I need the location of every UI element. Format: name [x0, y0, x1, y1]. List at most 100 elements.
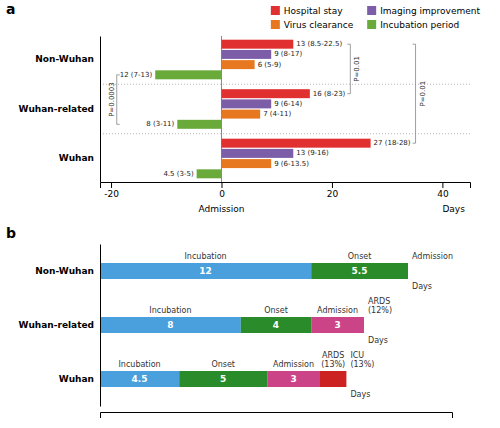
text-line: Onset [264, 306, 288, 315]
category-label: Non-Wuhan [35, 266, 94, 276]
tick-mark [111, 182, 112, 188]
data-label: 9 (6-14) [274, 100, 302, 108]
axis-line [100, 37, 101, 183]
legend-label: Virus clearance [284, 20, 354, 30]
legend-swatch [367, 6, 376, 15]
category-label: Wuhan-related [18, 320, 94, 330]
tick: Non-Wuhan [35, 54, 94, 64]
text-line: Incubation [118, 360, 160, 369]
bar [221, 40, 293, 49]
bar-segment [311, 263, 408, 279]
data-label: 4.5 [132, 374, 148, 384]
data-label: 8 [167, 320, 173, 330]
bar [221, 89, 309, 98]
text-line: (13%) [321, 360, 345, 369]
tick: 0 [219, 182, 225, 199]
bar [221, 149, 293, 158]
data-label: 5.5 [352, 266, 368, 276]
annotation: P=0.0003 [108, 82, 116, 117]
annotation: Admission [198, 204, 244, 214]
legend-item: Imaging improvement [367, 6, 480, 16]
axis-title: Days [442, 204, 465, 214]
segment-label: ARDS(13%) [321, 351, 345, 369]
bracket-line [413, 44, 416, 143]
panel-title: b [6, 225, 16, 241]
bars [155, 40, 370, 179]
text-line: Admission [317, 306, 358, 315]
legend-item: Hospital stay [271, 6, 343, 16]
data-labels: 13 (8.5-22.5) 16 (8-23) 27 (18-28) 9 (8-17)… [120, 40, 411, 178]
axis-title: Days [412, 282, 432, 291]
text-line: ARDS [322, 351, 344, 360]
bar [155, 70, 221, 79]
data-label: 12 [199, 266, 212, 276]
panel: b 12 Incubation 8 Incubation 4.5 Incubation 5.5… [6, 225, 453, 418]
chart: a Hospital stay Imaging improvement Virus c… [0, 0, 500, 428]
x-axis: -20 0 20 40 [101, 182, 471, 199]
separator [100, 133, 470, 134]
tick: Wuhan-related [18, 104, 94, 114]
category-label: Non-Wuhan [35, 54, 94, 64]
text-line: Admission [273, 360, 314, 369]
text-line: Incubation [149, 306, 191, 315]
legend-item: Virus clearance [271, 20, 354, 30]
data-label: 6 (5-9) [258, 61, 282, 69]
data-label: 4 [273, 320, 279, 330]
segment-label: Admission [317, 306, 358, 315]
data-label: 27 (18-28) [374, 139, 411, 147]
category-label: Wuhan [59, 153, 94, 163]
y-axis: Non-Wuhan Wuhan-related Wuhan [18, 37, 100, 183]
bar [221, 99, 271, 108]
bar [177, 120, 221, 129]
annotation: P=0.01 [419, 81, 427, 107]
significance-bracket: P=0.01 [347, 44, 361, 93]
bar [197, 169, 222, 178]
axis-line [101, 413, 453, 419]
annotation: ICU(13%) [350, 351, 374, 369]
bar-segment [100, 371, 179, 387]
segment-label: Incubation [118, 360, 160, 369]
data-label: 8 (3-11) [146, 120, 174, 128]
tick-mark [332, 182, 333, 188]
legend-item: Incubation period [367, 20, 459, 30]
legend-label: Hospital stay [284, 6, 343, 16]
bar-segment [179, 371, 267, 387]
segment-label: Onset [264, 306, 288, 315]
data-label: 13 (8.5-22.5) [296, 40, 342, 48]
data-label: 3 [290, 374, 296, 384]
tick: -20 [104, 182, 119, 199]
bar [221, 50, 271, 59]
text-line: ARDS [368, 297, 390, 306]
category-label: Wuhan [59, 374, 94, 384]
segment-label: Incubation [184, 252, 226, 261]
tick-mark [221, 182, 222, 188]
tick: Non-Wuhan [35, 266, 94, 276]
legend: Hospital stay Imaging improvement Virus cl… [271, 6, 481, 30]
data-label: 4.5 (3-5) [163, 170, 194, 178]
data-label: 9 (8-17) [274, 50, 302, 58]
data-label: 7 (4-11) [263, 110, 291, 118]
annotation: Admission [412, 252, 453, 261]
tick: 20 [327, 182, 339, 199]
x-axis [101, 413, 453, 419]
tick: 40 [437, 182, 449, 199]
data-label: 3 [334, 320, 340, 330]
text-line: ICU [350, 351, 364, 360]
tick-label: 0 [219, 189, 225, 199]
text-line: (13%) [350, 360, 374, 369]
panel-title: a [6, 1, 15, 17]
tick-label: -20 [104, 189, 119, 199]
y-axis: Non-Wuhan Wuhan-related Wuhan [18, 245, 100, 407]
panel: a Hospital stay Imaging improvement Virus c… [6, 1, 480, 214]
bars [100, 263, 408, 387]
decorations [100, 36, 470, 182]
data-label: 16 (8-23) [313, 90, 346, 98]
data-label: 13 (9-16) [296, 149, 329, 157]
significance-bracket: P=0.0003 [108, 75, 120, 124]
axis-title: Days [350, 390, 370, 399]
bar [221, 60, 254, 69]
axis-line [101, 183, 471, 189]
separator [100, 84, 470, 85]
bar-segment [311, 317, 364, 333]
text-line: Onset [211, 360, 235, 369]
